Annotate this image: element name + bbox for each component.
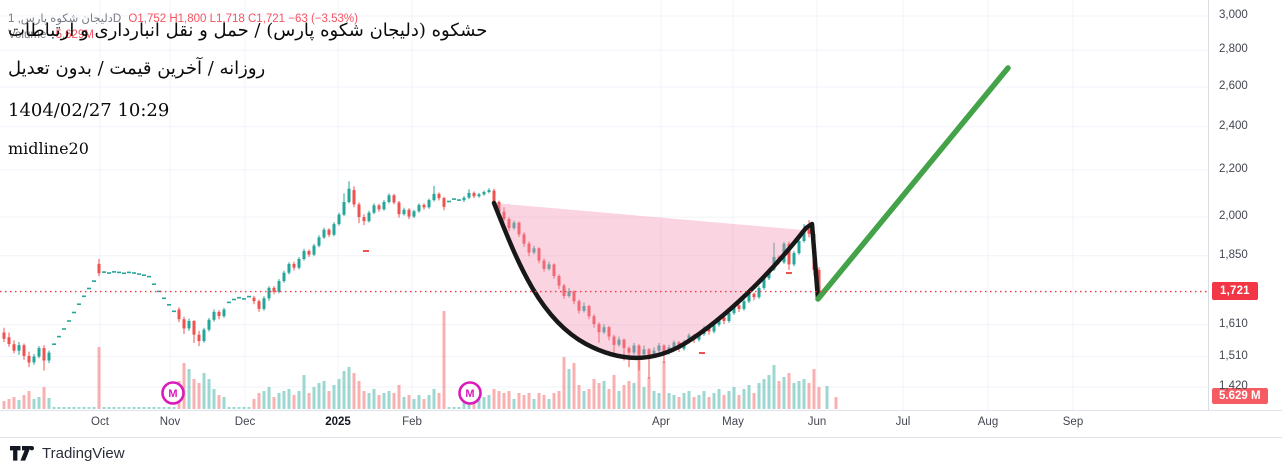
volume-layer xyxy=(2,311,838,409)
time-tick-label: May xyxy=(722,416,744,428)
projection-trend-line[interactable] xyxy=(815,65,1011,302)
candles-layer xyxy=(2,181,821,379)
price-tick-label: 2,600 xyxy=(1219,79,1248,92)
ohlc-values: O1,752 H1,800 L1,718 C1,721 −63 (−3.53%) xyxy=(128,13,358,25)
midline20-ticks xyxy=(363,250,792,354)
volume-value: 5.629M xyxy=(55,29,94,41)
chart-title-timeframe: روزانه / آخرین قیمت / بدون تعدیل xyxy=(8,58,266,79)
tradingview-logo-icon xyxy=(10,446,34,461)
svg-text:M: M xyxy=(465,388,474,400)
price-tick-label: 2,200 xyxy=(1219,162,1248,175)
time-tick-label: Apr xyxy=(652,416,670,428)
grid-layer xyxy=(0,0,1208,410)
volume-badge: 5.629 M xyxy=(1212,388,1268,404)
tradingview-logo[interactable]: TradingView xyxy=(10,445,125,462)
svg-text:M: M xyxy=(168,388,177,400)
last-price-badge: 1,721 xyxy=(1212,281,1258,300)
time-tick-label: Dec xyxy=(234,416,256,428)
price-tick-label: 2,400 xyxy=(1219,119,1248,132)
volume-legend[interactable]: Volume 5.629M xyxy=(8,29,94,41)
event-marker-m-icon[interactable]: M xyxy=(458,381,482,405)
time-tick-label: Jul xyxy=(895,416,911,428)
price-axis[interactable]: 1,721 5.629 M 3,000 2,800 2,600 2,400 2,200 2… xyxy=(1208,0,1282,410)
time-tick-label: Aug xyxy=(977,416,999,428)
chart-title-datetime: 1404/02/27 10:29 xyxy=(8,100,170,121)
time-tick-label: Feb xyxy=(402,416,422,428)
symbol-legend[interactable]: دلیجان شکوه پارس, 1D O1,752 H1,800 L1,71… xyxy=(8,11,358,25)
event-marker-m-icon[interactable]: M xyxy=(161,381,185,405)
time-tick-label: Nov xyxy=(159,416,181,428)
price-tick-label: 3,000 xyxy=(1219,9,1248,21)
price-tick-label: 1,850 xyxy=(1219,248,1248,261)
price-tick-label: 1,420 xyxy=(1219,380,1248,392)
time-tick-label: Oct xyxy=(91,416,109,428)
price-tick-label: 1,510 xyxy=(1219,349,1248,362)
price-tick-label: 2,800 xyxy=(1219,43,1248,56)
tradingview-brand-text: TradingView xyxy=(42,445,125,462)
time-axis[interactable]: Oct Nov Dec 2025 Feb Apr May Jun Jul Aug Sep xyxy=(0,410,1282,438)
price-tick-label: 2,000 xyxy=(1219,210,1248,223)
volume-label: Volume xyxy=(8,29,47,41)
time-tick-label: 2025 xyxy=(325,416,351,428)
cup-and-handle-pattern[interactable] xyxy=(491,200,821,361)
time-tick-label: Sep xyxy=(1062,416,1084,428)
symbol-name: دلیجان شکوه پارس, 1D xyxy=(8,13,122,25)
time-tick-label: Jun xyxy=(807,416,827,428)
price-tick-label: 1,610 xyxy=(1219,317,1248,330)
footer: TradingView xyxy=(0,437,1282,470)
chart-title-indicator: midline20 xyxy=(8,139,89,158)
chart-title-symbol: حشکوه (دلیجان شکوه پارس) / حمل و نقل انب… xyxy=(8,20,488,41)
